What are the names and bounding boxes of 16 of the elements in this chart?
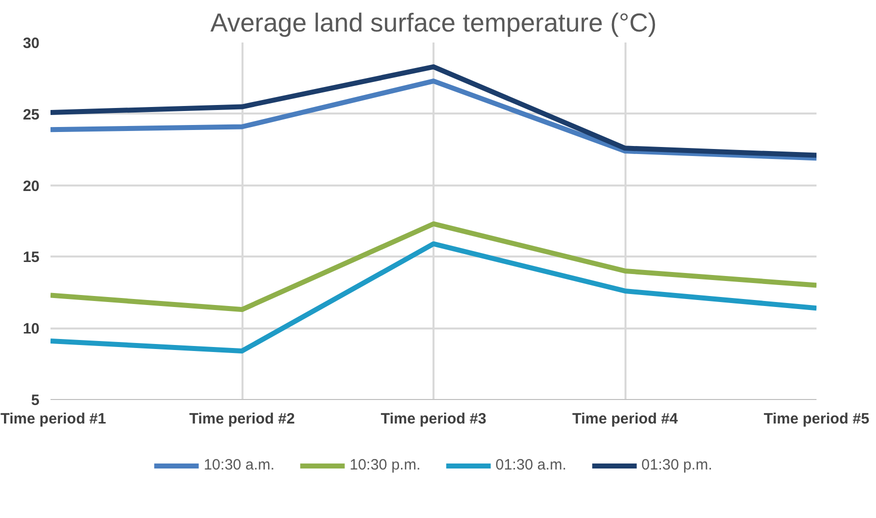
y-tick-label: 25 (22, 106, 40, 124)
y-tick-label: 15 (22, 249, 40, 266)
y-tick-label: 10 (22, 320, 40, 338)
x-tick-label: Time period #5 (764, 410, 870, 428)
x-tick-label: Time period #1 (0, 410, 106, 428)
y-tick-label: 5 (31, 392, 40, 409)
legend-label: 01:30 p.m. (641, 456, 712, 474)
legend-label: 10:30 p.m. (350, 456, 420, 474)
legend-label: 01:30 a.m. (496, 456, 566, 474)
x-tick-label: Time period #4 (572, 410, 678, 428)
y-tick-label: 20 (22, 178, 40, 195)
chart-title: Average land surface temperature (°C) (210, 8, 657, 38)
x-tick-label: Time period #2 (189, 410, 295, 428)
legend-label: 10:30 a.m. (204, 456, 275, 474)
y-tick-label: 30 (22, 35, 40, 52)
x-tick-label: Time period #3 (380, 410, 486, 428)
